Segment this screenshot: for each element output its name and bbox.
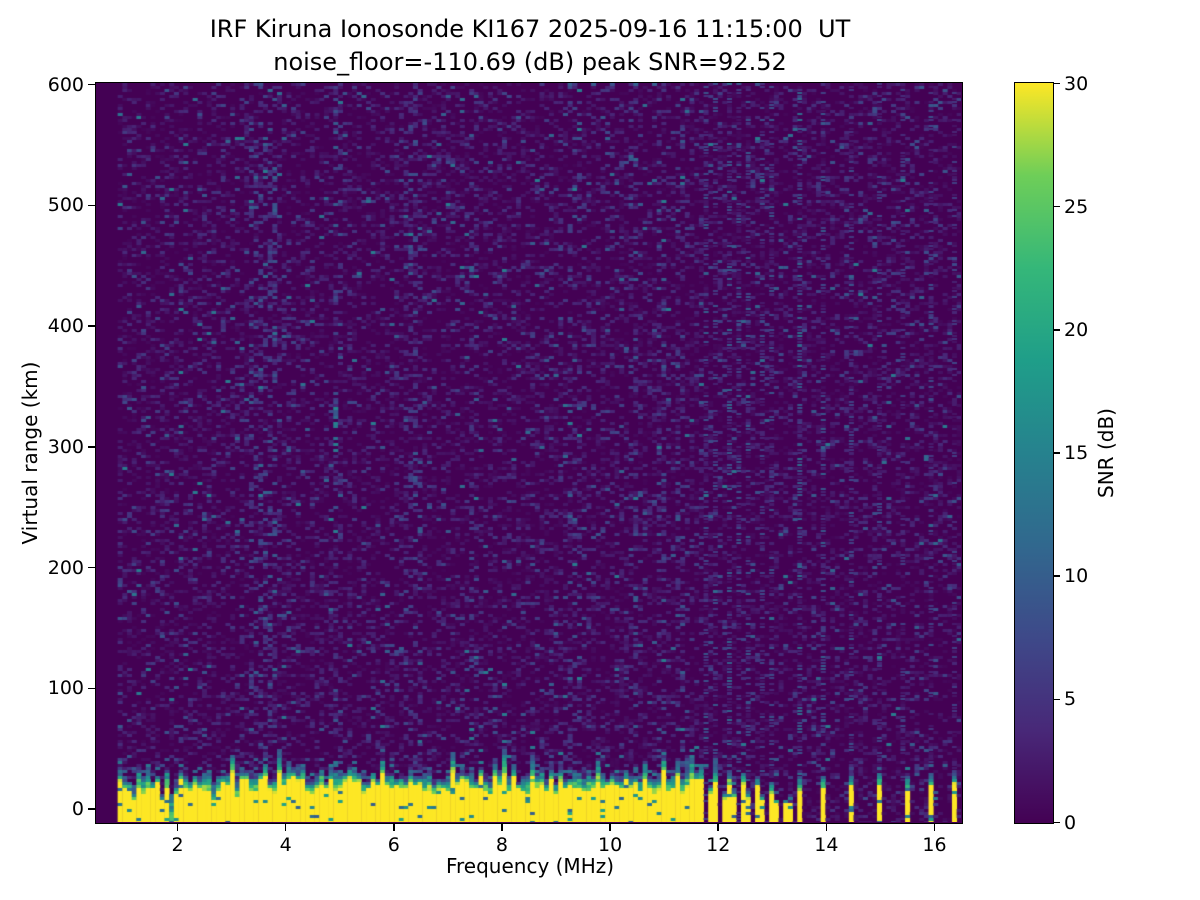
colorbar-tick-label: 25 (1064, 195, 1089, 218)
x-tick-label: 8 (495, 834, 509, 856)
x-tick-mark (501, 824, 503, 831)
y-tick-label: 300 (47, 435, 84, 458)
y-tick-label: 200 (47, 556, 84, 579)
colorbar-tick-label: 5 (1064, 688, 1077, 711)
y-tick-mark (88, 808, 95, 810)
colorbar-tick-label: 0 (1064, 811, 1077, 834)
y-tick-label: 500 (47, 194, 84, 217)
y-tick-mark (88, 687, 95, 690)
colorbar (1014, 82, 1054, 824)
colorbar-label: SNR (dB) (1094, 408, 1118, 498)
y-tick-mark (88, 566, 95, 569)
heatmap-plot-area (95, 82, 963, 824)
y-tick-label: 400 (47, 315, 84, 338)
colorbar-tick-mark (1054, 82, 1060, 85)
x-axis-label: Frequency (MHz) (445, 854, 615, 878)
x-tick-mark (609, 824, 611, 831)
x-tick-mark (284, 824, 287, 831)
x-tick-label: 6 (387, 834, 400, 856)
plot-title-line1: IRF Kiruna Ionosonde KI167 2025-09-16 11… (209, 15, 851, 43)
x-tick-label: 4 (279, 834, 292, 856)
colorbar-tick-mark (1054, 575, 1060, 577)
x-tick-label: 2 (171, 834, 184, 856)
y-tick-label: 0 (71, 798, 84, 821)
x-tick-label: 12 (706, 834, 731, 856)
x-tick-mark (717, 824, 719, 831)
y-tick-mark (88, 204, 95, 207)
ionogram-heatmap-canvas (96, 83, 961, 822)
plot-title-line2: noise_floor=-110.69 (dB) peak SNR=92.52 (273, 48, 787, 76)
y-tick-mark (88, 446, 95, 448)
colorbar-tick-label: 30 (1064, 72, 1089, 95)
colorbar-tick-mark (1054, 821, 1060, 824)
x-tick-mark (933, 824, 936, 831)
colorbar-tick-label: 20 (1064, 318, 1089, 341)
x-tick-mark (393, 824, 395, 831)
x-tick-label: 14 (814, 834, 839, 856)
colorbar-tick-mark (1054, 205, 1060, 208)
y-tick-mark (88, 83, 95, 86)
colorbar-tick-mark (1054, 698, 1060, 701)
colorbar-tick-label: 15 (1064, 442, 1089, 464)
y-axis-label: Virtual range (km) (18, 361, 42, 545)
y-tick-label: 600 (47, 73, 84, 96)
y-tick-label: 100 (47, 677, 84, 700)
colorbar-tick-label: 10 (1064, 565, 1089, 588)
colorbar-tick-mark (1054, 452, 1060, 454)
x-tick-mark (825, 824, 828, 831)
x-tick-label: 16 (922, 834, 947, 856)
x-tick-mark (176, 824, 179, 831)
x-tick-label: 10 (598, 834, 623, 856)
colorbar-tick-mark (1054, 329, 1060, 331)
y-tick-mark (88, 325, 95, 327)
